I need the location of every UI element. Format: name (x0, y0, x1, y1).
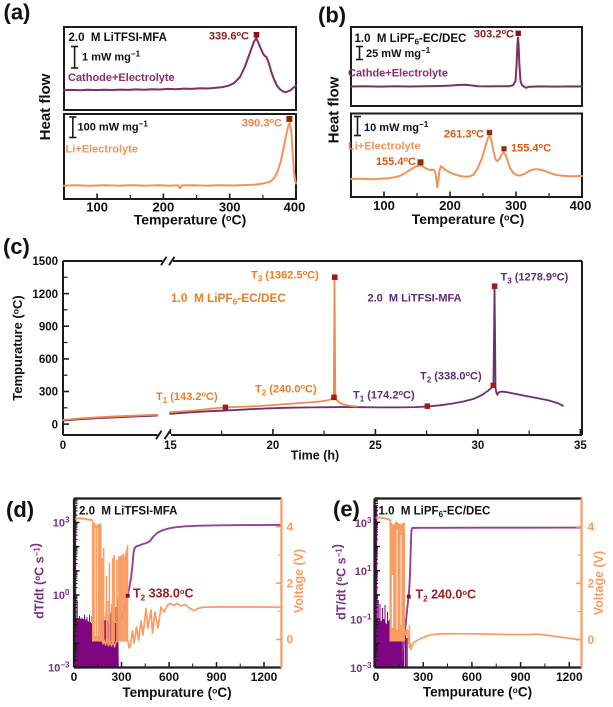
svg-text:600: 600 (39, 354, 58, 366)
svg-text:339.6oC: 339.6oC (209, 29, 249, 43)
svg-text:100: 100 (53, 588, 70, 602)
svg-text:Li+Electrolyte: Li+Electrolyte (66, 144, 138, 156)
svg-text:2.0 M LiTFSI-MFA: 2.0 M LiTFSI-MFA (368, 293, 462, 305)
svg-text:1200: 1200 (32, 289, 58, 301)
svg-text:900: 900 (511, 670, 531, 684)
svg-text:T3​ (1278.9oC): T3​ (1278.9oC) (501, 270, 569, 286)
svg-text:103: 103 (355, 516, 372, 530)
svg-text:1.0 M LiPF6-EC/DEC: 1.0 M LiPF6-EC/DEC (379, 506, 491, 520)
svg-text:Li+Electrolyte: Li+Electrolyte (348, 141, 420, 153)
svg-text:20: 20 (267, 440, 280, 452)
svg-text:Cathde+Electrolyte: Cathde+Electrolyte (348, 68, 448, 80)
svg-text:155.4oC: 155.4oC (511, 141, 551, 155)
svg-text:0: 0 (588, 633, 595, 647)
svg-text:30: 30 (472, 440, 485, 452)
svg-text:T2​ 240.0oC: T2​ 240.0oC (416, 588, 476, 604)
svg-text:0: 0 (71, 670, 78, 684)
svg-text:200: 200 (153, 200, 175, 215)
svg-text:10 mW mg−1: 10 mW mg−1 (364, 120, 429, 134)
svg-text:Temperature (oC): Temperature (oC) (134, 212, 247, 228)
svg-text:390.3oC: 390.3oC (242, 116, 282, 130)
svg-text:Voltage (V): Voltage (V) (592, 551, 606, 615)
svg-text:261.3oC: 261.3oC (444, 127, 484, 141)
svg-text:(c): (c) (3, 234, 30, 259)
svg-text:300: 300 (219, 200, 241, 215)
svg-text:0: 0 (52, 419, 58, 431)
svg-text:1 mW mg−1: 1 mW mg−1 (82, 50, 141, 64)
svg-text:4: 4 (588, 520, 595, 534)
svg-text:T1​ (174.2oC): T1​ (174.2oC) (353, 388, 415, 404)
svg-text:300: 300 (111, 670, 131, 684)
svg-text:0: 0 (373, 670, 380, 684)
svg-text:200: 200 (439, 198, 461, 213)
svg-text:T1​ (143.2oC): T1​ (143.2oC) (156, 390, 218, 406)
svg-text:100: 100 (86, 200, 108, 215)
svg-text:4: 4 (287, 520, 294, 534)
svg-text:300: 300 (39, 387, 58, 399)
svg-text:Tempurature (oC): Tempurature (oC) (10, 295, 25, 400)
svg-text:(d): (d) (6, 497, 34, 522)
svg-text:T2​ 338.0oC: T2​ 338.0oC (133, 587, 193, 603)
svg-text:10−1: 10−1 (350, 613, 372, 627)
svg-text:10−3: 10−3 (350, 661, 372, 675)
svg-text:155.4oC: 155.4oC (376, 155, 416, 169)
svg-text:T2​ (338.0oC): T2​ (338.0oC) (420, 369, 482, 385)
svg-text:900: 900 (39, 321, 58, 333)
svg-text:1.0 M LiPF6-EC/DEC: 1.0 M LiPF6-EC/DEC (171, 291, 286, 307)
svg-text:Tempurature (oC): Tempurature (oC) (122, 685, 231, 700)
svg-text:2.0 M LiTFSI-MFA: 2.0 M LiTFSI-MFA (69, 32, 167, 44)
svg-text:100: 100 (373, 198, 395, 213)
svg-text:(b): (b) (318, 3, 346, 28)
svg-text:400: 400 (284, 200, 306, 215)
svg-text:1500: 1500 (32, 256, 58, 268)
svg-text:101: 101 (355, 564, 372, 578)
svg-text:Voltage (V): Voltage (V) (292, 549, 306, 613)
svg-text:(a): (a) (4, 0, 31, 25)
svg-text:103: 103 (53, 516, 70, 530)
svg-text:600: 600 (159, 670, 179, 684)
svg-text:T2​ (240.0oC): T2​ (240.0oC) (255, 382, 317, 398)
svg-text:Tempurature (oC): Tempurature (oC) (423, 685, 532, 700)
svg-text:2: 2 (287, 576, 294, 590)
svg-text:2: 2 (588, 577, 595, 591)
svg-text:Heat flow: Heat flow (37, 73, 54, 140)
svg-text:(e): (e) (333, 497, 360, 522)
svg-text:25 mW mg−1: 25 mW mg−1 (366, 46, 431, 60)
svg-text:T3​ (1362.5oC): T3​ (1362.5oC) (251, 268, 319, 284)
svg-text:dT/dt (oC s−1): dT/dt (oC s−1) (331, 544, 349, 620)
svg-text:900: 900 (206, 670, 226, 684)
svg-text:2.0 M LiTFSI-MFA: 2.0 M LiTFSI-MFA (79, 506, 177, 518)
svg-text:35: 35 (574, 440, 587, 452)
svg-text:dT/dt (oC s−1): dT/dt (oC s−1) (29, 543, 47, 619)
svg-text:100 mW mg−1: 100 mW mg−1 (78, 120, 149, 134)
svg-text:303.2oC: 303.2oC (474, 27, 514, 41)
svg-text:15: 15 (164, 440, 177, 452)
svg-text:Cathode+Electrolyte: Cathode+Electrolyte (68, 72, 175, 84)
svg-text:300: 300 (505, 198, 527, 213)
svg-text:300: 300 (413, 670, 433, 684)
svg-text:1200: 1200 (556, 670, 583, 684)
svg-text:0: 0 (60, 440, 66, 452)
svg-text:1.0 M LiPF6-EC/DEC: 1.0 M LiPF6-EC/DEC (355, 33, 467, 47)
svg-text:Temperature (oC): Temperature (oC) (412, 211, 525, 227)
svg-text:Time (h): Time (h) (291, 449, 339, 463)
svg-text:0: 0 (287, 633, 294, 647)
svg-text:10−3: 10−3 (48, 661, 70, 675)
svg-text:600: 600 (462, 670, 482, 684)
svg-text:25: 25 (369, 440, 382, 452)
svg-text:1200: 1200 (251, 670, 278, 684)
svg-text:400: 400 (570, 198, 592, 213)
svg-text:Heat flow: Heat flow (326, 76, 343, 143)
